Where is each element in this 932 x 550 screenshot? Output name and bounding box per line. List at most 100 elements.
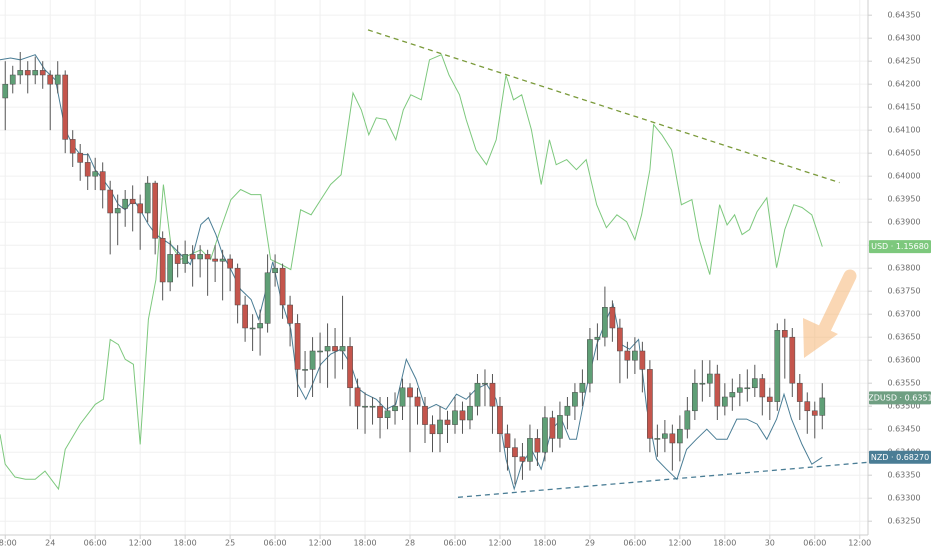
y-tick-label: 0.63500 bbox=[887, 402, 920, 411]
candle-body bbox=[819, 397, 826, 416]
candle-body bbox=[2, 83, 9, 99]
x-tick-label: 12:00 bbox=[668, 539, 691, 548]
y-tick-label: 0.64150 bbox=[887, 103, 920, 112]
candle-body bbox=[467, 405, 473, 421]
y-tick-label: 0.63250 bbox=[887, 517, 920, 526]
y-tick-label: 0.64250 bbox=[887, 57, 920, 66]
candle-body bbox=[264, 272, 271, 324]
candle-body bbox=[99, 171, 106, 191]
candle-body bbox=[219, 258, 226, 262]
y-tick-label: 0.63300 bbox=[887, 494, 920, 503]
x-tick-label: 18:00 bbox=[533, 539, 556, 548]
candle-body bbox=[47, 74, 54, 85]
x-tick-label: 06:00 bbox=[623, 539, 646, 548]
candle-body bbox=[662, 433, 668, 439]
y-tick-label: 0.63600 bbox=[887, 356, 920, 365]
trendline bbox=[367, 29, 840, 184]
candle-body bbox=[332, 346, 338, 352]
candle-body bbox=[572, 392, 578, 407]
candle-body bbox=[729, 392, 736, 398]
candle-body bbox=[706, 373, 713, 384]
candle-body bbox=[669, 433, 676, 444]
candle-body bbox=[249, 327, 256, 330]
candle-body bbox=[781, 330, 788, 338]
arrow-head bbox=[803, 318, 838, 358]
x-tick-label: 28 bbox=[405, 539, 415, 548]
candle-body bbox=[122, 198, 129, 209]
x-tick-label: 06:00 bbox=[84, 539, 107, 548]
candle-body bbox=[519, 456, 526, 462]
candle-body bbox=[744, 387, 751, 390]
candle-body bbox=[474, 382, 481, 407]
x-tick-label: 30 bbox=[765, 539, 775, 548]
y-tick-label: 0.63900 bbox=[887, 218, 920, 227]
candle-body bbox=[24, 70, 31, 76]
candle-body bbox=[811, 410, 818, 416]
axes: 0.632500.633000.633500.634000.634500.635… bbox=[0, 11, 932, 548]
candle-body bbox=[721, 396, 728, 407]
candle-body bbox=[557, 415, 563, 439]
y-tick-label: 0.63700 bbox=[887, 310, 920, 319]
candle-body bbox=[617, 327, 623, 352]
candle-body bbox=[54, 74, 61, 85]
trendline bbox=[457, 461, 869, 498]
candle-body bbox=[114, 208, 121, 214]
x-tick-label: 12:00 bbox=[129, 539, 152, 548]
candle-body bbox=[279, 267, 286, 306]
candle-body bbox=[796, 382, 803, 402]
candle-body bbox=[17, 70, 24, 76]
y-tick-label: 0.63450 bbox=[887, 425, 920, 434]
x-tick-label: 18:00 bbox=[713, 539, 736, 548]
callout-arrow bbox=[803, 269, 857, 358]
candle-body bbox=[759, 378, 766, 398]
x-tick-label: 06:00 bbox=[264, 539, 287, 548]
candle-body bbox=[527, 438, 533, 462]
candle-body bbox=[384, 410, 391, 418]
x-tick-label: 12:00 bbox=[309, 539, 332, 548]
candle-body bbox=[39, 70, 46, 76]
candle-body bbox=[257, 323, 263, 329]
candle-body bbox=[444, 419, 451, 425]
candle-body bbox=[399, 387, 406, 407]
candle-body bbox=[242, 304, 248, 329]
candle-body bbox=[699, 382, 706, 385]
x-tick-label: 24 bbox=[45, 539, 55, 548]
candle-body bbox=[144, 182, 151, 214]
candle-body bbox=[234, 267, 241, 306]
candle-body bbox=[407, 387, 413, 398]
candle-body bbox=[482, 382, 488, 385]
candle-body bbox=[452, 410, 458, 425]
candle-body bbox=[287, 304, 293, 324]
candle-body bbox=[736, 387, 743, 393]
candle-body bbox=[489, 382, 496, 407]
y-tick-label: 0.64300 bbox=[887, 34, 920, 43]
candle-body bbox=[174, 254, 181, 264]
candle-body bbox=[602, 307, 608, 338]
price-badge-label: USD · 1.15680 bbox=[871, 242, 929, 251]
candle-body bbox=[302, 369, 308, 371]
candle-body bbox=[339, 346, 346, 352]
candle-body bbox=[414, 396, 421, 407]
candle-body bbox=[107, 189, 114, 214]
candle-body bbox=[594, 336, 601, 340]
candle-body bbox=[294, 323, 301, 370]
candle-body bbox=[182, 254, 188, 264]
candle-body bbox=[422, 405, 428, 425]
candle-body bbox=[189, 254, 196, 260]
candle-body bbox=[677, 428, 683, 444]
candle-body bbox=[774, 330, 781, 402]
candle-body bbox=[392, 405, 398, 412]
y-tick-label: 0.63800 bbox=[887, 264, 920, 273]
candle-body bbox=[62, 74, 69, 140]
y-tick-label: 0.63550 bbox=[887, 379, 920, 388]
candle-body bbox=[69, 139, 76, 154]
indicator-line bbox=[0, 54, 823, 491]
candle-body bbox=[624, 350, 631, 361]
arrow-shaft bbox=[817, 269, 857, 337]
candle-body bbox=[654, 438, 661, 440]
candle-body bbox=[751, 378, 758, 389]
x-tick-label: 18:00 bbox=[354, 539, 377, 548]
price-badge bbox=[869, 240, 931, 254]
candle-body bbox=[542, 417, 548, 453]
